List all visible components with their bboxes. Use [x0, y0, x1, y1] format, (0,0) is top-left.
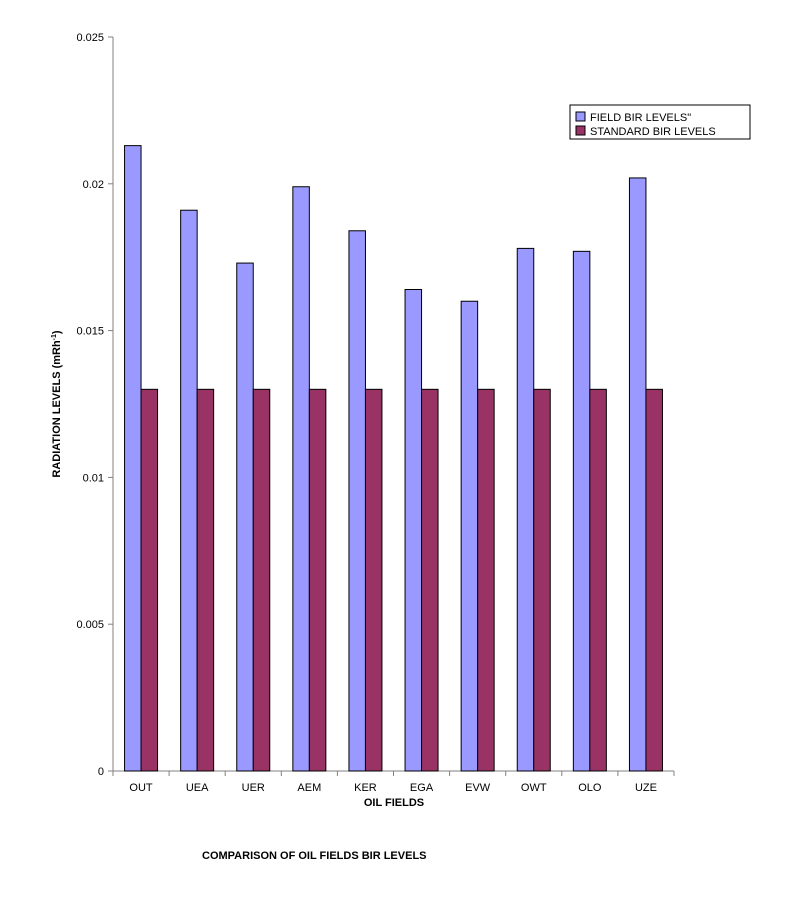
x-axis: OUT UEA UER AEM KER EGA EVW OWT OLO UZE: [112, 770, 675, 794]
y-tick-label: 0.01: [83, 472, 104, 484]
y-tick-label: 0: [98, 766, 104, 778]
x-tick-label: OLO: [578, 782, 602, 794]
bar-uer-series-1: [236, 262, 254, 772]
y-axis-title: RADIATION LEVELS (mRh-1): [51, 330, 63, 478]
x-tick-label: UEA: [186, 782, 209, 794]
bar-uea-series-2: [196, 388, 215, 772]
bar-uze-series-2: [645, 388, 663, 772]
x-tick-label: OWT: [521, 782, 547, 794]
bar-owt-series-2: [533, 388, 551, 772]
legend-label-series-2: STANDARD BIR LEVELS: [590, 126, 716, 138]
y-tick-label: 0.025: [76, 32, 104, 44]
y-tick-label: 0.015: [76, 326, 104, 338]
bar-out-series-1: [124, 145, 142, 772]
bar-olo-series-1: [572, 250, 591, 772]
x-tick-label: EVW: [465, 782, 491, 794]
bar-out-series-2: [140, 388, 159, 772]
bar-ker-series-2: [364, 388, 383, 772]
x-tick-label: UER: [242, 782, 265, 794]
x-axis-title: OIL FIELDS: [364, 797, 424, 809]
bar-aem-series-1: [292, 186, 310, 772]
bar-ker-series-1: [348, 230, 366, 772]
bars: [124, 145, 663, 772]
bar-ega-series-2: [421, 388, 439, 772]
bar-uze-series-1: [628, 177, 647, 772]
y-axis: 0 0.005 0.01 0.015 0.02 0.025: [76, 32, 114, 778]
legend-label-series-1: FIELD BIR LEVELS": [590, 112, 691, 124]
legend-swatch-series-1: [575, 111, 586, 122]
chart-title: COMPARISON OF OIL FIELDS BIR LEVELS: [202, 850, 427, 862]
legend: FIELD BIR LEVELS" STANDARD BIR LEVELS: [569, 104, 751, 140]
bar-evw-series-2: [477, 388, 495, 772]
y-tick-label: 0.005: [76, 619, 104, 631]
y-axis-title-superscript: -1: [51, 334, 58, 340]
legend-swatch-series-2: [575, 125, 586, 136]
y-tick-label: 0.02: [83, 179, 104, 191]
x-tick-label: AEM: [297, 782, 321, 794]
bar-aem-series-2: [308, 388, 327, 772]
x-tick-label: UZE: [635, 782, 657, 794]
bar-uer-series-2: [252, 388, 271, 772]
x-tick-label: EGA: [410, 782, 434, 794]
bar-evw-series-1: [460, 300, 479, 772]
y-axis-title-close: ): [51, 330, 63, 334]
bar-owt-series-1: [516, 247, 535, 772]
bar-olo-series-2: [589, 388, 607, 772]
x-tick-label: OUT: [129, 782, 153, 794]
x-tick-label: KER: [354, 782, 377, 794]
legend-box: [569, 104, 751, 140]
bar-ega-series-1: [404, 288, 423, 772]
y-axis-title-text: RADIATION LEVELS (mRh: [51, 340, 63, 478]
bar-uea-series-1: [180, 209, 198, 772]
